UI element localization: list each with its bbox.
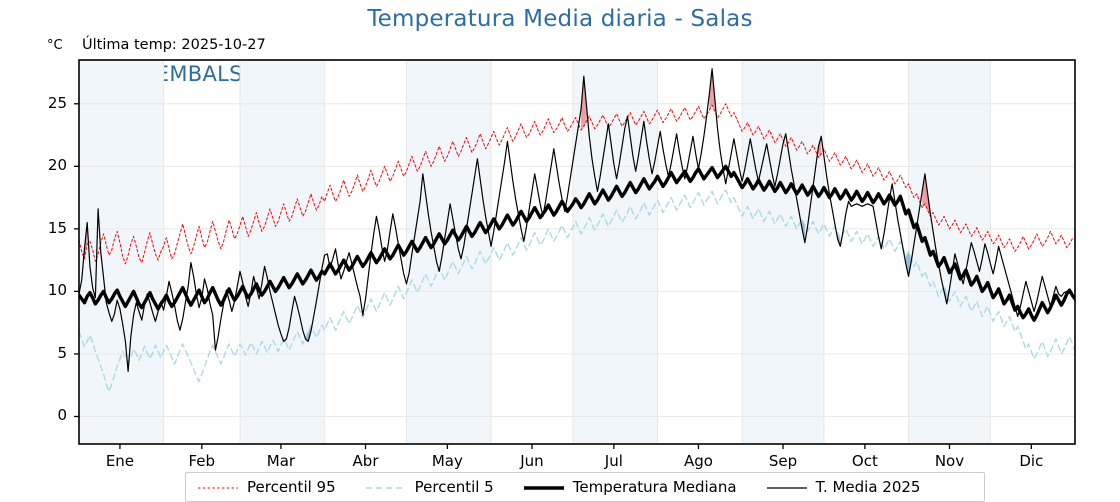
x-tick-label: Feb [188, 452, 216, 470]
x-tick-label: Jul [604, 452, 623, 470]
x-tick-label: Sep [768, 452, 798, 470]
y-tick-label: 10 [47, 281, 67, 300]
legend-line-sample [365, 480, 406, 494]
x-tick-label: May [431, 452, 463, 470]
series-line-temperatura-mediana [79, 164, 1075, 322]
x-tick-label: Oct [851, 452, 878, 470]
legend-item-label: T. Media 2025 [815, 478, 921, 496]
x-tick-label: Dic [1019, 452, 1044, 470]
legend-item[interactable]: Percentil 5 [354, 473, 512, 501]
x-tick-label: Ene [105, 452, 135, 470]
x-tick-label: Nov [934, 452, 965, 470]
last-temp-subtitle: Última temp: 2025-10-27 [82, 37, 266, 53]
legend-item[interactable]: Percentil 95 [186, 473, 354, 501]
legend-item[interactable]: Temperatura Mediana [512, 473, 755, 501]
page-title: Temperatura Media diaria - Salas [367, 6, 753, 32]
legend-item-label: Percentil 95 [247, 478, 336, 496]
x-tick-label: Mar [266, 452, 296, 470]
legend-item-label: Temperatura Mediana [572, 478, 737, 496]
y-tick-label: 0 [57, 406, 67, 425]
chart-legend[interactable]: Percentil 95 Percentil 5 Temperatura Media… [185, 472, 985, 502]
plot-frame [78, 59, 1076, 445]
legend-line-sample [523, 480, 564, 494]
series-line-percentil-95 [79, 103, 1073, 265]
legend-line-sample [198, 480, 238, 494]
y-tick-label: 20 [47, 156, 67, 175]
legend-item-label: Percentil 5 [414, 478, 494, 496]
x-tick-label: Ago [683, 452, 713, 470]
x-tick-label: Abr [352, 452, 379, 470]
x-tick-label: Jun [520, 452, 544, 470]
legend-item[interactable]: T. Media 2025 [755, 473, 939, 501]
y-tick-label: 15 [47, 218, 67, 237]
y-axis-unit-label: °C [47, 38, 63, 53]
series-lines [79, 68, 1075, 393]
y-tick-label: 5 [57, 343, 67, 362]
y-tick-label: 25 [47, 93, 67, 112]
axis-ticks [74, 103, 1032, 449]
legend-line-sample [766, 480, 807, 494]
month-shading-bands [79, 60, 991, 444]
